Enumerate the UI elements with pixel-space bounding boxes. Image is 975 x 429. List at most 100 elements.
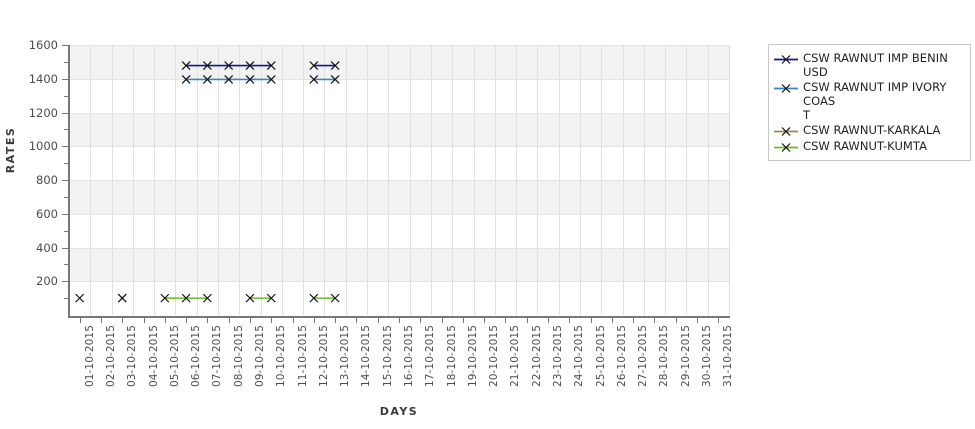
x-tick — [271, 318, 273, 323]
data-point-marker — [266, 293, 276, 303]
legend-item[interactable]: CSW RAWNUT IMP BENIN USD — [773, 51, 966, 79]
legend-marker-icon — [773, 140, 799, 155]
legend-item[interactable]: CSW RAWNUT IMP IVORY COAS T — [773, 80, 966, 122]
data-point-marker — [224, 75, 234, 84]
x-tick — [697, 318, 699, 323]
x-tick — [292, 318, 294, 323]
data-point-marker — [330, 61, 340, 71]
y-tick-minor — [64, 61, 68, 63]
gridline-horizontal — [69, 214, 729, 215]
x-tick-label: 25-10-2015 — [594, 325, 607, 388]
gridline-vertical — [644, 45, 645, 315]
x-tick-label: 01-10-2015 — [83, 325, 96, 388]
y-tick — [62, 45, 68, 46]
x-tick-label: 24-10-2015 — [573, 325, 586, 388]
x-tick — [441, 318, 443, 323]
gridline-vertical — [388, 45, 389, 315]
x-axis-title: DAYS — [379, 405, 419, 418]
gridline-vertical — [154, 45, 155, 315]
y-tick-label: 600 — [36, 206, 58, 221]
x-tick — [186, 318, 188, 323]
x-tick-label: 07-10-2015 — [211, 325, 224, 388]
data-point-marker — [309, 75, 319, 84]
x-tick — [569, 318, 571, 323]
data-point-marker — [181, 61, 191, 71]
data-point-marker — [224, 61, 234, 71]
gridline-vertical — [133, 45, 134, 315]
x-tick — [335, 318, 337, 323]
series-0 — [181, 61, 340, 71]
gridline-horizontal — [69, 79, 729, 80]
x-tick-label: 19-10-2015 — [466, 325, 479, 388]
data-point-marker — [330, 75, 340, 84]
x-tick — [143, 318, 145, 323]
plot-band — [69, 180, 729, 214]
x-tick-label: 05-10-2015 — [168, 325, 181, 388]
legend-item-label: CSW RAWNUT IMP IVORY COAS T — [803, 80, 947, 122]
gridline-vertical — [708, 45, 709, 315]
gridline-vertical — [282, 45, 283, 315]
gridline-vertical — [686, 45, 687, 315]
x-tick-label: 30-10-2015 — [701, 325, 714, 388]
y-tick-minor — [64, 163, 68, 165]
y-tick — [62, 146, 68, 148]
legend-item[interactable]: CSW RAWNUT-KUMTA — [773, 139, 966, 154]
data-point-marker — [160, 293, 170, 303]
series-1 — [181, 75, 340, 84]
x-tick — [79, 318, 81, 323]
y-tick-label: 1400 — [28, 71, 58, 86]
gridline-vertical — [452, 45, 453, 315]
y-tick — [62, 247, 68, 249]
x-tick — [718, 318, 720, 323]
gridline-horizontal — [69, 45, 729, 46]
data-point-marker — [309, 293, 319, 303]
x-tick-label: 09-10-2015 — [253, 325, 266, 388]
x-tick-label: 22-10-2015 — [530, 325, 543, 388]
y-tick — [62, 112, 68, 114]
gridline-horizontal — [69, 146, 729, 147]
gridline-vertical — [218, 45, 219, 315]
gridline-horizontal — [69, 248, 729, 249]
gridline-vertical — [90, 45, 91, 315]
x-tick — [313, 318, 315, 323]
plot-area — [69, 45, 730, 315]
gridline-vertical — [367, 45, 368, 315]
y-tick-label: 1600 — [28, 38, 58, 52]
legend-marker-icon — [773, 81, 799, 96]
x-tick-label: 15-10-2015 — [381, 325, 394, 388]
y-axis-title: RATES — [4, 126, 17, 174]
series-3 — [117, 293, 340, 303]
legend-item-label: CSW RAWNUT-KARKALA — [803, 123, 941, 137]
y-tick-minor — [64, 298, 68, 300]
x-tick-label: 03-10-2015 — [126, 325, 139, 388]
legend-marker-icon — [773, 52, 799, 67]
y-tick-label: 1000 — [28, 139, 58, 154]
x-tick — [633, 318, 635, 323]
data-point-marker — [245, 61, 255, 71]
x-tick — [526, 318, 528, 323]
x-tick — [207, 318, 209, 323]
plot-band — [69, 45, 729, 79]
gridline-vertical — [601, 45, 602, 315]
legend-item[interactable]: CSW RAWNUT-KARKALA — [773, 123, 966, 138]
gridline-vertical — [410, 45, 411, 315]
x-tick-label: 13-10-2015 — [339, 325, 352, 388]
gridline-vertical — [474, 45, 475, 315]
y-tick-minor — [64, 264, 68, 266]
x-tick — [228, 318, 230, 323]
x-tick-label: 28-10-2015 — [658, 325, 671, 388]
gridline-vertical — [665, 45, 666, 315]
data-point-marker — [330, 293, 340, 303]
gridline-vertical — [729, 45, 730, 315]
x-tick — [611, 318, 613, 323]
x-tick-label: 31-10-2015 — [722, 325, 735, 388]
legend-marker-icon — [773, 124, 799, 139]
x-tick — [462, 318, 464, 323]
data-point-marker — [202, 293, 212, 303]
data-series-layer — [75, 61, 340, 303]
gridline-vertical — [537, 45, 538, 315]
x-tick — [420, 318, 422, 323]
x-tick — [356, 318, 358, 323]
gridline-vertical — [580, 45, 581, 315]
